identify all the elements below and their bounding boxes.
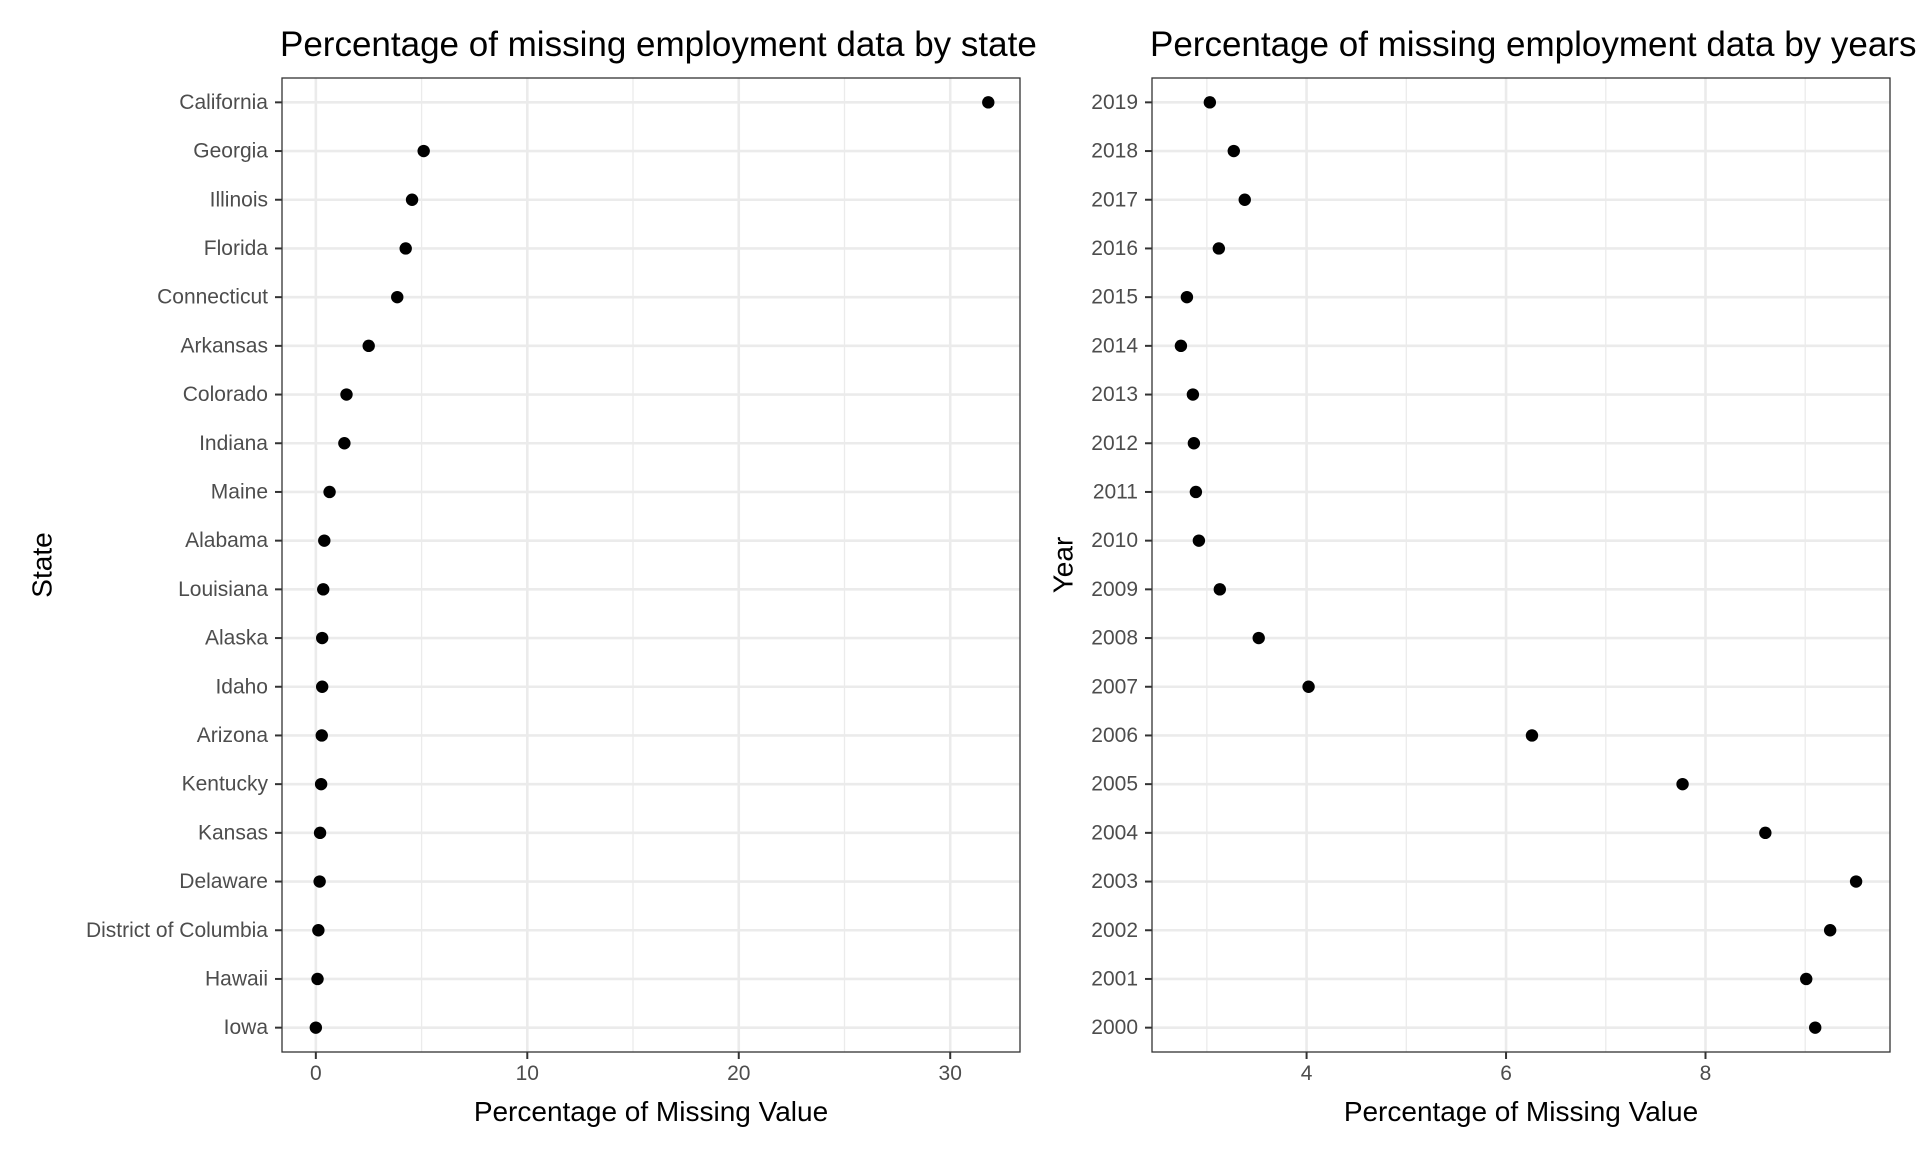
year-y-axis-title: Year — [1048, 537, 1079, 594]
state-y-tick-label: Idaho — [215, 675, 268, 698]
state-data-point — [391, 290, 404, 304]
year-y-tick-label: 2011 — [1093, 480, 1138, 503]
state-data-point — [405, 193, 419, 206]
year-panel-border — [1151, 77, 1891, 1053]
state-data-point — [317, 583, 330, 596]
state-y-tick-label: Hawaii — [205, 967, 268, 990]
year-y-tick-label: 2013 — [1091, 383, 1138, 406]
year-data-point — [1227, 144, 1240, 158]
state-y-axis-title: State — [27, 532, 58, 597]
year-data-point — [1823, 924, 1837, 937]
state-data-point — [340, 388, 353, 401]
year-y-tick-label: 2005 — [1091, 773, 1138, 796]
year-chart-title: Percentage of missing employment data by… — [1150, 25, 1917, 64]
state-x-axis-title: Percentage of Missing Value — [474, 1096, 828, 1127]
state-data-point — [315, 631, 329, 645]
state-x-tick-label: 20 — [727, 1062, 750, 1085]
state-y-tick-label: Connecticut — [157, 286, 268, 309]
year-y-tick-label: 2007 — [1091, 675, 1138, 698]
state-data-point — [313, 875, 326, 888]
year-data-point — [1212, 242, 1226, 255]
state-data-point — [318, 534, 331, 547]
state-y-tick-label: Florida — [204, 237, 269, 260]
state-chart-title: Percentage of missing employment data by… — [280, 25, 1037, 64]
year-y-tick-label: 2003 — [1091, 870, 1138, 893]
state-chart-panel: California Georgia Illinois Florida Connecti… — [27, 25, 1037, 1127]
state-y-tick-label: Maine — [211, 480, 268, 503]
year-y-tick-label: 2001 — [1091, 967, 1138, 990]
year-y-tick-label: 2002 — [1091, 919, 1138, 942]
state-y-tick-label: Iowa — [224, 1016, 269, 1039]
year-data-point — [1302, 680, 1315, 693]
state-data-point — [417, 144, 430, 158]
year-y-tick-label: 2018 — [1091, 140, 1138, 163]
state-data-point — [315, 680, 329, 693]
state-y-tick-label: Indiana — [199, 432, 268, 455]
year-y-tick-label: 2012 — [1091, 432, 1138, 455]
state-y-tick-label: Arkansas — [180, 334, 268, 357]
state-data-point — [315, 729, 328, 742]
state-y-tick-label: District of Columbia — [86, 919, 268, 942]
state-data-point — [399, 242, 412, 255]
year-y-tick-label: 2008 — [1091, 627, 1138, 650]
year-data-point — [1203, 96, 1217, 109]
year-y-tick-label: 2014 — [1091, 334, 1138, 357]
year-data-point — [1525, 729, 1539, 742]
state-x-tick-label: 0 — [310, 1062, 322, 1085]
state-y-tick-label: Colorado — [183, 383, 268, 406]
state-y-tick-label: Alaska — [205, 627, 268, 650]
year-data-point — [1238, 193, 1251, 206]
state-y-tick-label: Kansas — [198, 821, 268, 844]
state-y-tick-label: Arizona — [197, 724, 269, 747]
year-x-tick-label: 8 — [1700, 1062, 1712, 1085]
state-y-tick-label: Delaware — [179, 870, 268, 893]
year-data-point — [1186, 388, 1200, 401]
year-data-point — [1676, 777, 1689, 791]
state-x-tick-label: 10 — [516, 1062, 539, 1085]
state-y-tick-label: California — [179, 91, 268, 114]
year-x-tick-label: 4 — [1301, 1062, 1313, 1085]
year-data-point — [1800, 972, 1813, 986]
state-data-point — [362, 339, 375, 353]
state-y-tick-label: Alabama — [185, 529, 268, 552]
year-data-point — [1213, 583, 1227, 596]
state-y-tick-label: Georgia — [193, 140, 268, 163]
state-data-point — [313, 826, 327, 840]
state-data-point — [309, 1021, 323, 1034]
year-data-point — [1759, 826, 1772, 840]
year-y-tick-label: 2000 — [1091, 1016, 1138, 1039]
state-y-tick-label: Illinois — [210, 188, 268, 211]
state-y-tick-label: Louisiana — [178, 578, 268, 601]
state-x-tick-label: 30 — [939, 1062, 962, 1085]
year-y-tick-label: 2006 — [1091, 724, 1138, 747]
year-data-point — [1189, 485, 1203, 499]
state-y-tick-label: Kentucky — [182, 773, 269, 796]
year-y-tick-label: 2004 — [1091, 821, 1138, 844]
year-data-point — [1849, 875, 1863, 888]
year-y-tick-label: 2015 — [1091, 286, 1138, 309]
state-data-point — [323, 485, 336, 499]
year-data-point — [1809, 1021, 1822, 1034]
year-y-tick-label: 2017 — [1091, 188, 1138, 211]
year-data-point — [1174, 339, 1188, 353]
year-data-point — [1180, 290, 1194, 304]
year-y-tick-label: 2009 — [1091, 578, 1138, 601]
year-data-point — [1187, 437, 1201, 450]
state-data-point — [314, 777, 328, 791]
year-data-point — [1252, 631, 1265, 645]
year-chart-panel: 2019 2018 2017 2016 2015 2014 2013 2012 2011 2010… — [1048, 25, 1917, 1127]
state-data-point — [338, 437, 351, 450]
state-data-point — [982, 96, 995, 109]
state-data-point — [311, 972, 324, 986]
year-data-point — [1192, 534, 1206, 547]
year-y-tick-label: 2019 — [1091, 91, 1138, 114]
year-y-tick-label: 2016 — [1091, 237, 1138, 260]
year-y-tick-label: 2010 — [1091, 529, 1138, 552]
state-data-point — [312, 924, 325, 937]
state-panel-border — [281, 77, 1021, 1053]
year-x-tick-label: 6 — [1500, 1062, 1512, 1085]
year-x-axis-title: Percentage of Missing Value — [1344, 1096, 1698, 1127]
